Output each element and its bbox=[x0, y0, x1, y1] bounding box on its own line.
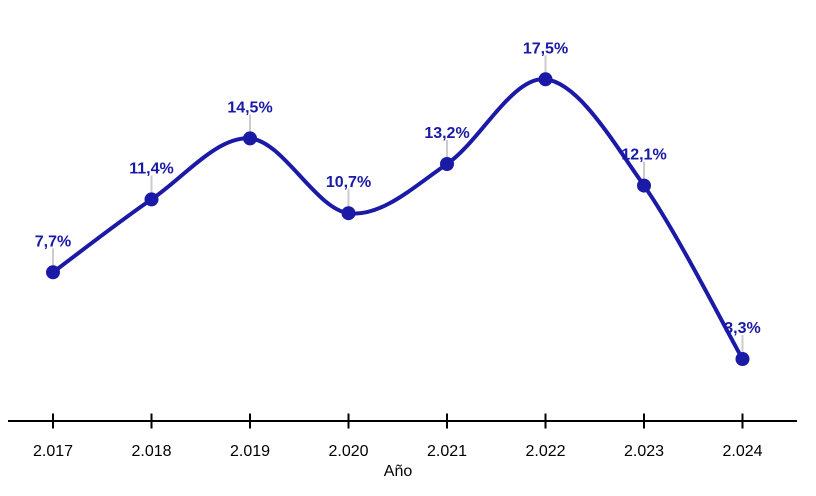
data-point-label: 11,4% bbox=[129, 160, 173, 177]
data-point-label: 10,7% bbox=[326, 174, 371, 191]
data-point-label: 3,3% bbox=[724, 320, 760, 337]
x-axis-tick-label: 2.017 bbox=[33, 443, 73, 460]
data-point bbox=[440, 157, 454, 171]
data-series-line bbox=[51, 77, 745, 361]
data-point-label: 13,2% bbox=[424, 125, 469, 142]
x-axis-tick-label: 2.023 bbox=[624, 443, 664, 460]
data-point-label: 7,7% bbox=[35, 233, 71, 250]
data-point-label: 12,1% bbox=[621, 147, 666, 164]
x-axis-tick-label: 2.024 bbox=[722, 443, 762, 460]
data-point-label: 14,5% bbox=[227, 99, 272, 116]
data-point bbox=[538, 72, 553, 87]
x-axis-tick-label: 2.019 bbox=[230, 443, 270, 460]
data-point bbox=[735, 352, 750, 366]
x-axis-tick-label: 2.021 bbox=[427, 443, 467, 460]
x-axis-tick-label: 2.020 bbox=[328, 443, 368, 460]
data-point bbox=[243, 131, 257, 146]
data-point bbox=[341, 206, 356, 221]
data-point bbox=[637, 178, 651, 193]
x-axis-tick-label: 2.022 bbox=[525, 443, 565, 460]
data-point-label: 17,5% bbox=[523, 40, 568, 57]
data-point bbox=[144, 192, 159, 207]
x-axis-tick-label: 2.018 bbox=[131, 443, 171, 460]
data-point bbox=[46, 265, 60, 280]
x-axis-title: Año bbox=[384, 463, 413, 480]
